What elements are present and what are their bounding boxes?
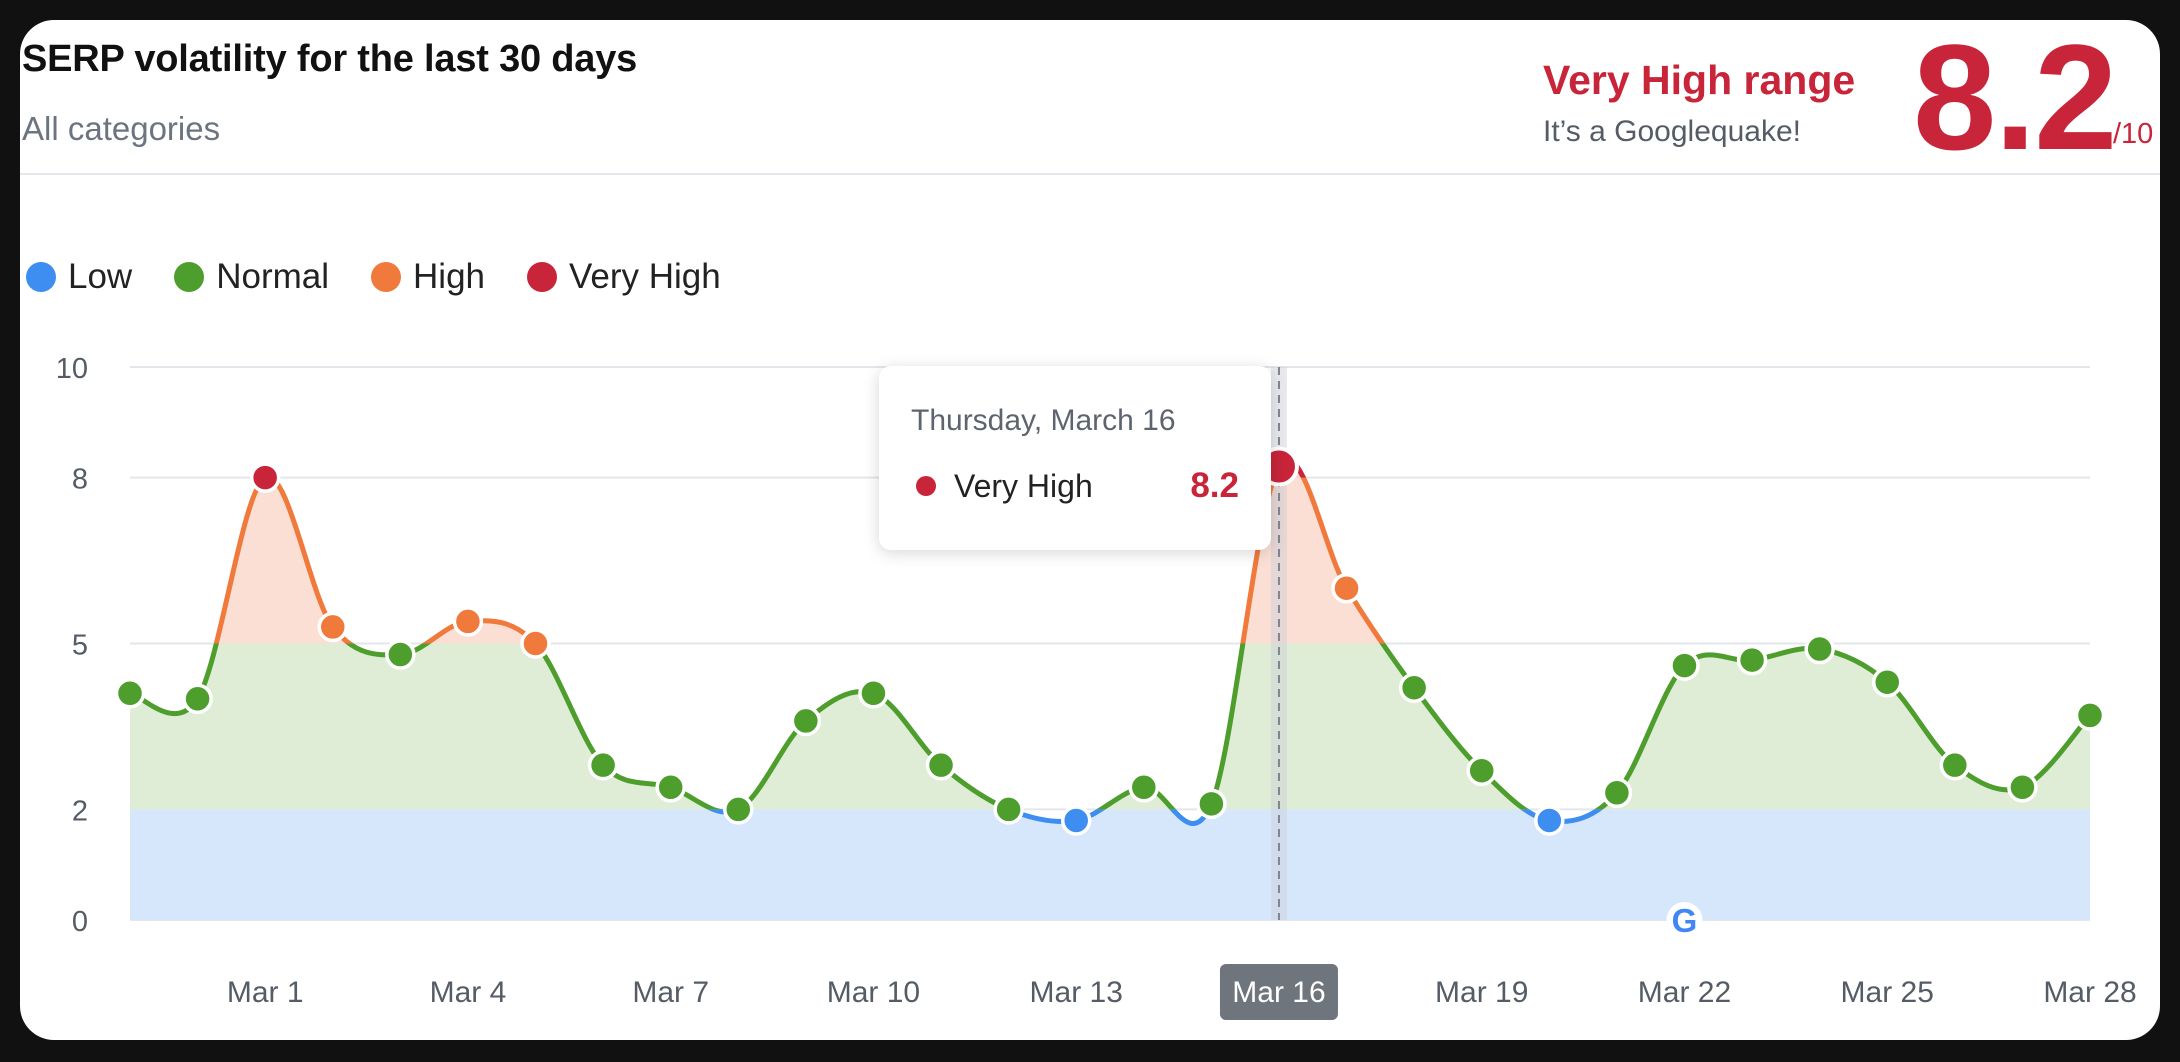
x-tick-highlight-badge <box>1219 964 1338 1020</box>
legend-dot-very-high <box>527 262 557 292</box>
data-point-mar-5 <box>520 628 551 659</box>
data-point-mar-18 <box>1398 672 1430 703</box>
data-point-mar-23 <box>1736 644 1768 676</box>
data-point-mar-22 <box>1669 650 1700 681</box>
x-tick-label: Mar 4 <box>430 976 507 1009</box>
area-fill-high <box>216 477 1383 644</box>
chart-tooltip: Thursday, March 16 Very High 8.2 <box>879 366 1271 550</box>
score-max: /10 <box>2113 118 2154 150</box>
x-tick-label: Mar 22 <box>1638 976 1731 1009</box>
data-point-mar-19 <box>1466 755 1497 786</box>
y-tick-label: 5 <box>72 630 88 662</box>
volatility-chart[interactable]: 0 2 5 8 10 G Mar 1 Mar 4 Mar 7 Mar 10 Mar 13 Mar 16… <box>20 20 2160 1040</box>
header-divider <box>20 173 2160 175</box>
data-point-mar-11 <box>925 749 957 781</box>
data-point-mar-28 <box>2074 700 2106 731</box>
area-fill-normal <box>130 643 2090 810</box>
tooltip-category: Very High <box>954 468 1093 504</box>
data-point-mar-24 <box>1804 633 1835 665</box>
category-selector[interactable]: All categories <box>22 110 221 147</box>
tooltip-value: 8.2 <box>1190 466 1239 505</box>
x-tick-label: Mar 13 <box>1030 976 1123 1009</box>
data-point-mar-15 <box>1196 788 1227 820</box>
volatility-score: 8.2 <box>1913 20 2118 181</box>
legend-label-very-high: Very High <box>569 257 721 296</box>
y-tick-label: 8 <box>72 464 88 496</box>
legend-dot-high <box>371 262 402 292</box>
data-point-mar-14 <box>1128 772 1160 803</box>
legend-label-normal: Normal <box>216 257 330 296</box>
y-tick-label: 2 <box>72 795 88 827</box>
legend-dot-normal <box>174 262 205 292</box>
data-point-mar-13 <box>1060 805 1092 836</box>
data-point-mar-6 <box>587 749 619 781</box>
data-point-mar-17 <box>1331 572 1362 604</box>
data-point-feb-28 <box>182 683 213 715</box>
y-tick-label: 0 <box>72 906 88 938</box>
chart-legend: Low Normal High Very High <box>26 257 763 297</box>
data-point-mar-25 <box>1871 666 1903 698</box>
tooltip-date: Thursday, March 16 <box>911 404 1176 437</box>
x-tick-label: Mar 19 <box>1435 976 1528 1009</box>
x-tick-label-highlighted: Mar 16 <box>1232 976 1325 1009</box>
legend-label-low: Low <box>68 257 133 296</box>
area-fill-low <box>130 809 2090 920</box>
data-point-mar-9 <box>790 705 822 737</box>
legend-label-high: High <box>413 257 485 296</box>
data-point-feb-27 <box>114 678 146 709</box>
x-tick-label: Mar 25 <box>1841 976 1934 1009</box>
google-g-icon: G <box>1672 902 1698 939</box>
legend-item-high[interactable]: High <box>371 257 485 297</box>
highlight-band <box>1270 367 1287 920</box>
legend-item-very-high[interactable]: Very High <box>527 257 721 297</box>
x-tick-label: Mar 1 <box>227 976 304 1009</box>
data-point-mar-2 <box>317 611 349 643</box>
x-tick-label: Mar 28 <box>2043 976 2136 1009</box>
tooltip-series-dot <box>916 476 936 496</box>
data-point-mar-7 <box>655 772 686 803</box>
legend-dot-low <box>26 262 56 292</box>
data-point-mar-4 <box>452 606 484 637</box>
data-point-mar-10 <box>858 678 889 709</box>
x-tick-label: Mar 7 <box>632 976 709 1009</box>
y-tick-label: 10 <box>56 353 88 385</box>
chart-title: SERP volatility for the last 30 days <box>22 38 638 80</box>
data-point-mar-8 <box>723 794 754 825</box>
legend-item-normal[interactable]: Normal <box>174 257 329 297</box>
google-g-icon-bg <box>1666 902 1703 938</box>
data-point-mar-12 <box>993 794 1024 825</box>
data-point-mar-21 <box>1601 777 1633 809</box>
data-point-mar-1 <box>249 462 281 493</box>
volatility-card: SERP volatility for the last 30 days All… <box>20 20 2160 1040</box>
range-subtext: It’s a Googlequake! <box>1543 115 1801 148</box>
x-tick-label: Mar 10 <box>827 976 920 1009</box>
range-label: Very High range <box>1543 57 1856 103</box>
legend-item-low[interactable]: Low <box>26 257 132 297</box>
data-point-mar-27 <box>2007 772 2038 803</box>
data-point-mar-26 <box>1939 749 1971 781</box>
data-point-mar-20 <box>1534 805 1565 836</box>
data-point-mar-3 <box>385 639 416 670</box>
